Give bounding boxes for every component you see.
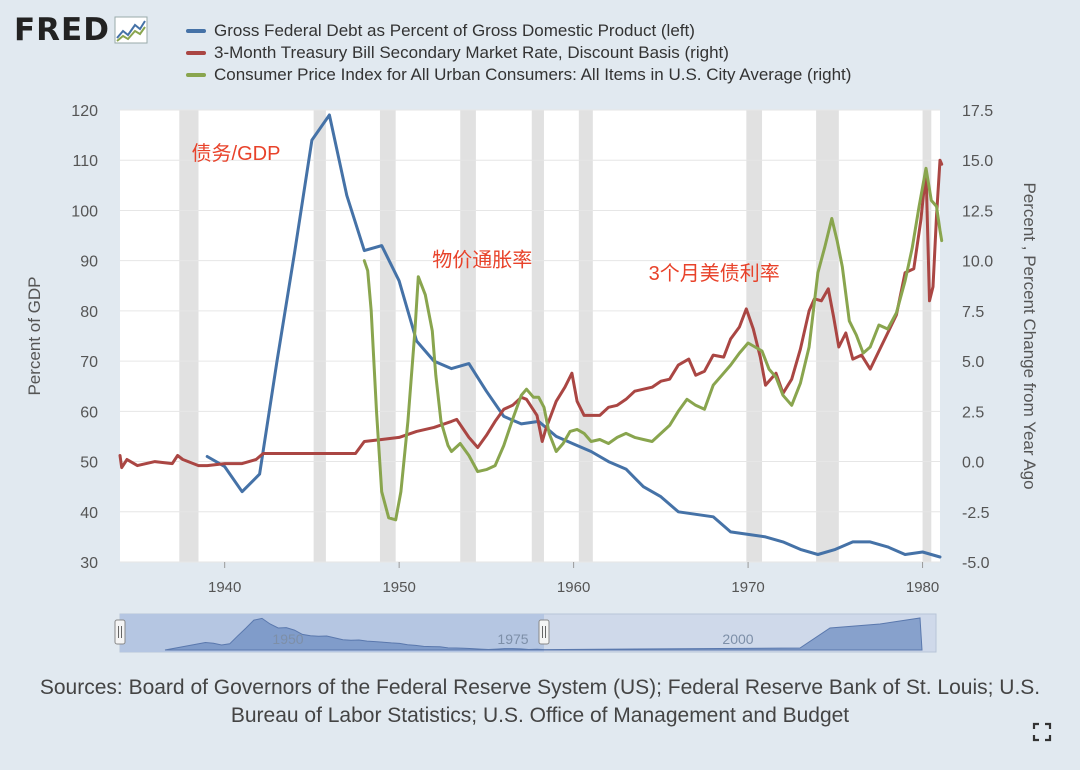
- y-right-tick-label: 15.0: [962, 153, 993, 170]
- y-left-tick-label: 30: [80, 555, 98, 572]
- navigator-area: [164, 617, 923, 651]
- navigator-label: 1950: [272, 631, 303, 647]
- navigator-handle[interactable]: [114, 619, 126, 645]
- expand-icon[interactable]: [1032, 722, 1052, 742]
- range-navigator[interactable]: 1950 1975 2000: [114, 613, 937, 653]
- gridlines: [120, 109, 940, 563]
- x-tick-label: 1940: [208, 579, 241, 596]
- recession-band: [179, 110, 199, 562]
- legend-swatch-tbill: [186, 51, 206, 55]
- navigator-label: 1975: [497, 631, 528, 647]
- y-right-tick-label: 0.0: [962, 455, 984, 472]
- chart-annotation: 3个月美债利率: [649, 262, 780, 285]
- series-line-tbill: [118, 158, 944, 470]
- x-tick-label: 1960: [557, 579, 590, 596]
- y-left-tick-label: 120: [71, 103, 98, 120]
- recession-band: [460, 110, 476, 562]
- series-lines: [118, 113, 944, 559]
- legend-item-debt[interactable]: Gross Federal Debt as Percent of Gross D…: [186, 20, 851, 42]
- navigator-label: 2000: [722, 631, 753, 647]
- y-right-tick-label: 10.0: [962, 254, 993, 271]
- chart-legend: Gross Federal Debt as Percent of Gross D…: [186, 20, 851, 86]
- x-tick-label: 1970: [731, 579, 764, 596]
- axes: 30 40 50 60 70 80 90 100 110 120 -5.0 -2.5 0.0 2.5 5.0…: [25, 103, 1039, 596]
- recession-band: [313, 110, 326, 562]
- chart-svg: 债务/GDP 物价通胀率 3个月美债利率 30 40 50 60 70 80 90 100 110 1…: [25, 103, 1039, 653]
- y-right-axis-title: Percent , Percent Change from Year Ago: [1020, 182, 1039, 489]
- x-tick-label: 1980: [906, 579, 939, 596]
- legend-item-cpi[interactable]: Consumer Price Index for All Urban Consu…: [186, 64, 851, 86]
- series-line-debt: [205, 113, 942, 559]
- y-right-tick-label: 17.5: [962, 103, 993, 120]
- y-left-tick-label: 40: [80, 505, 98, 522]
- recession-band: [578, 110, 593, 562]
- legend-label-debt: Gross Federal Debt as Percent of Gross D…: [214, 21, 695, 40]
- y-left-tick-label: 100: [71, 203, 98, 220]
- y-right-tick-label: 7.5: [962, 304, 984, 321]
- y-left-tick-label: 110: [72, 153, 98, 170]
- sources-note: Sources: Board of Governors of the Feder…: [39, 676, 1041, 727]
- y-left-tick-label: 60: [80, 404, 98, 421]
- annotations: 债务/GDP 物价通胀率 3个月美债利率: [192, 142, 780, 285]
- chart-annotation: 物价通胀率: [432, 249, 532, 272]
- y-right-tick-label: -2.5: [962, 505, 990, 522]
- y-left-axis-title: Percent of GDP: [25, 276, 44, 395]
- x-tick-label: 1950: [382, 579, 415, 596]
- y-left-tick-label: 90: [80, 254, 98, 271]
- recession-band: [531, 110, 544, 562]
- y-left-tick-label: 70: [80, 354, 98, 371]
- recession-band: [922, 110, 932, 562]
- y-left-tick-label: 50: [80, 455, 98, 472]
- line-chart-icon: [114, 16, 148, 44]
- y-right-tick-label: 2.5: [962, 404, 984, 421]
- fred-logo[interactable]: FRED: [14, 12, 148, 48]
- legend-swatch-cpi: [186, 73, 206, 77]
- chart-annotation: 债务/GDP: [192, 142, 281, 165]
- legend-item-tbill[interactable]: 3-Month Treasury Bill Secondary Market R…: [186, 42, 851, 64]
- navigator-handle[interactable]: [538, 619, 550, 645]
- legend-label-tbill: 3-Month Treasury Bill Secondary Market R…: [214, 43, 729, 62]
- logo-text: FRED: [14, 12, 110, 48]
- recession-band: [379, 110, 396, 562]
- y-right-tick-label: 5.0: [962, 354, 984, 371]
- y-right-tick-label: -5.0: [962, 555, 990, 572]
- legend-swatch-debt: [186, 29, 206, 33]
- y-left-tick-label: 80: [80, 304, 98, 321]
- legend-label-cpi: Consumer Price Index for All Urban Consu…: [214, 65, 852, 84]
- y-right-tick-label: 12.5: [962, 203, 993, 220]
- series-line-cpi: [362, 166, 944, 522]
